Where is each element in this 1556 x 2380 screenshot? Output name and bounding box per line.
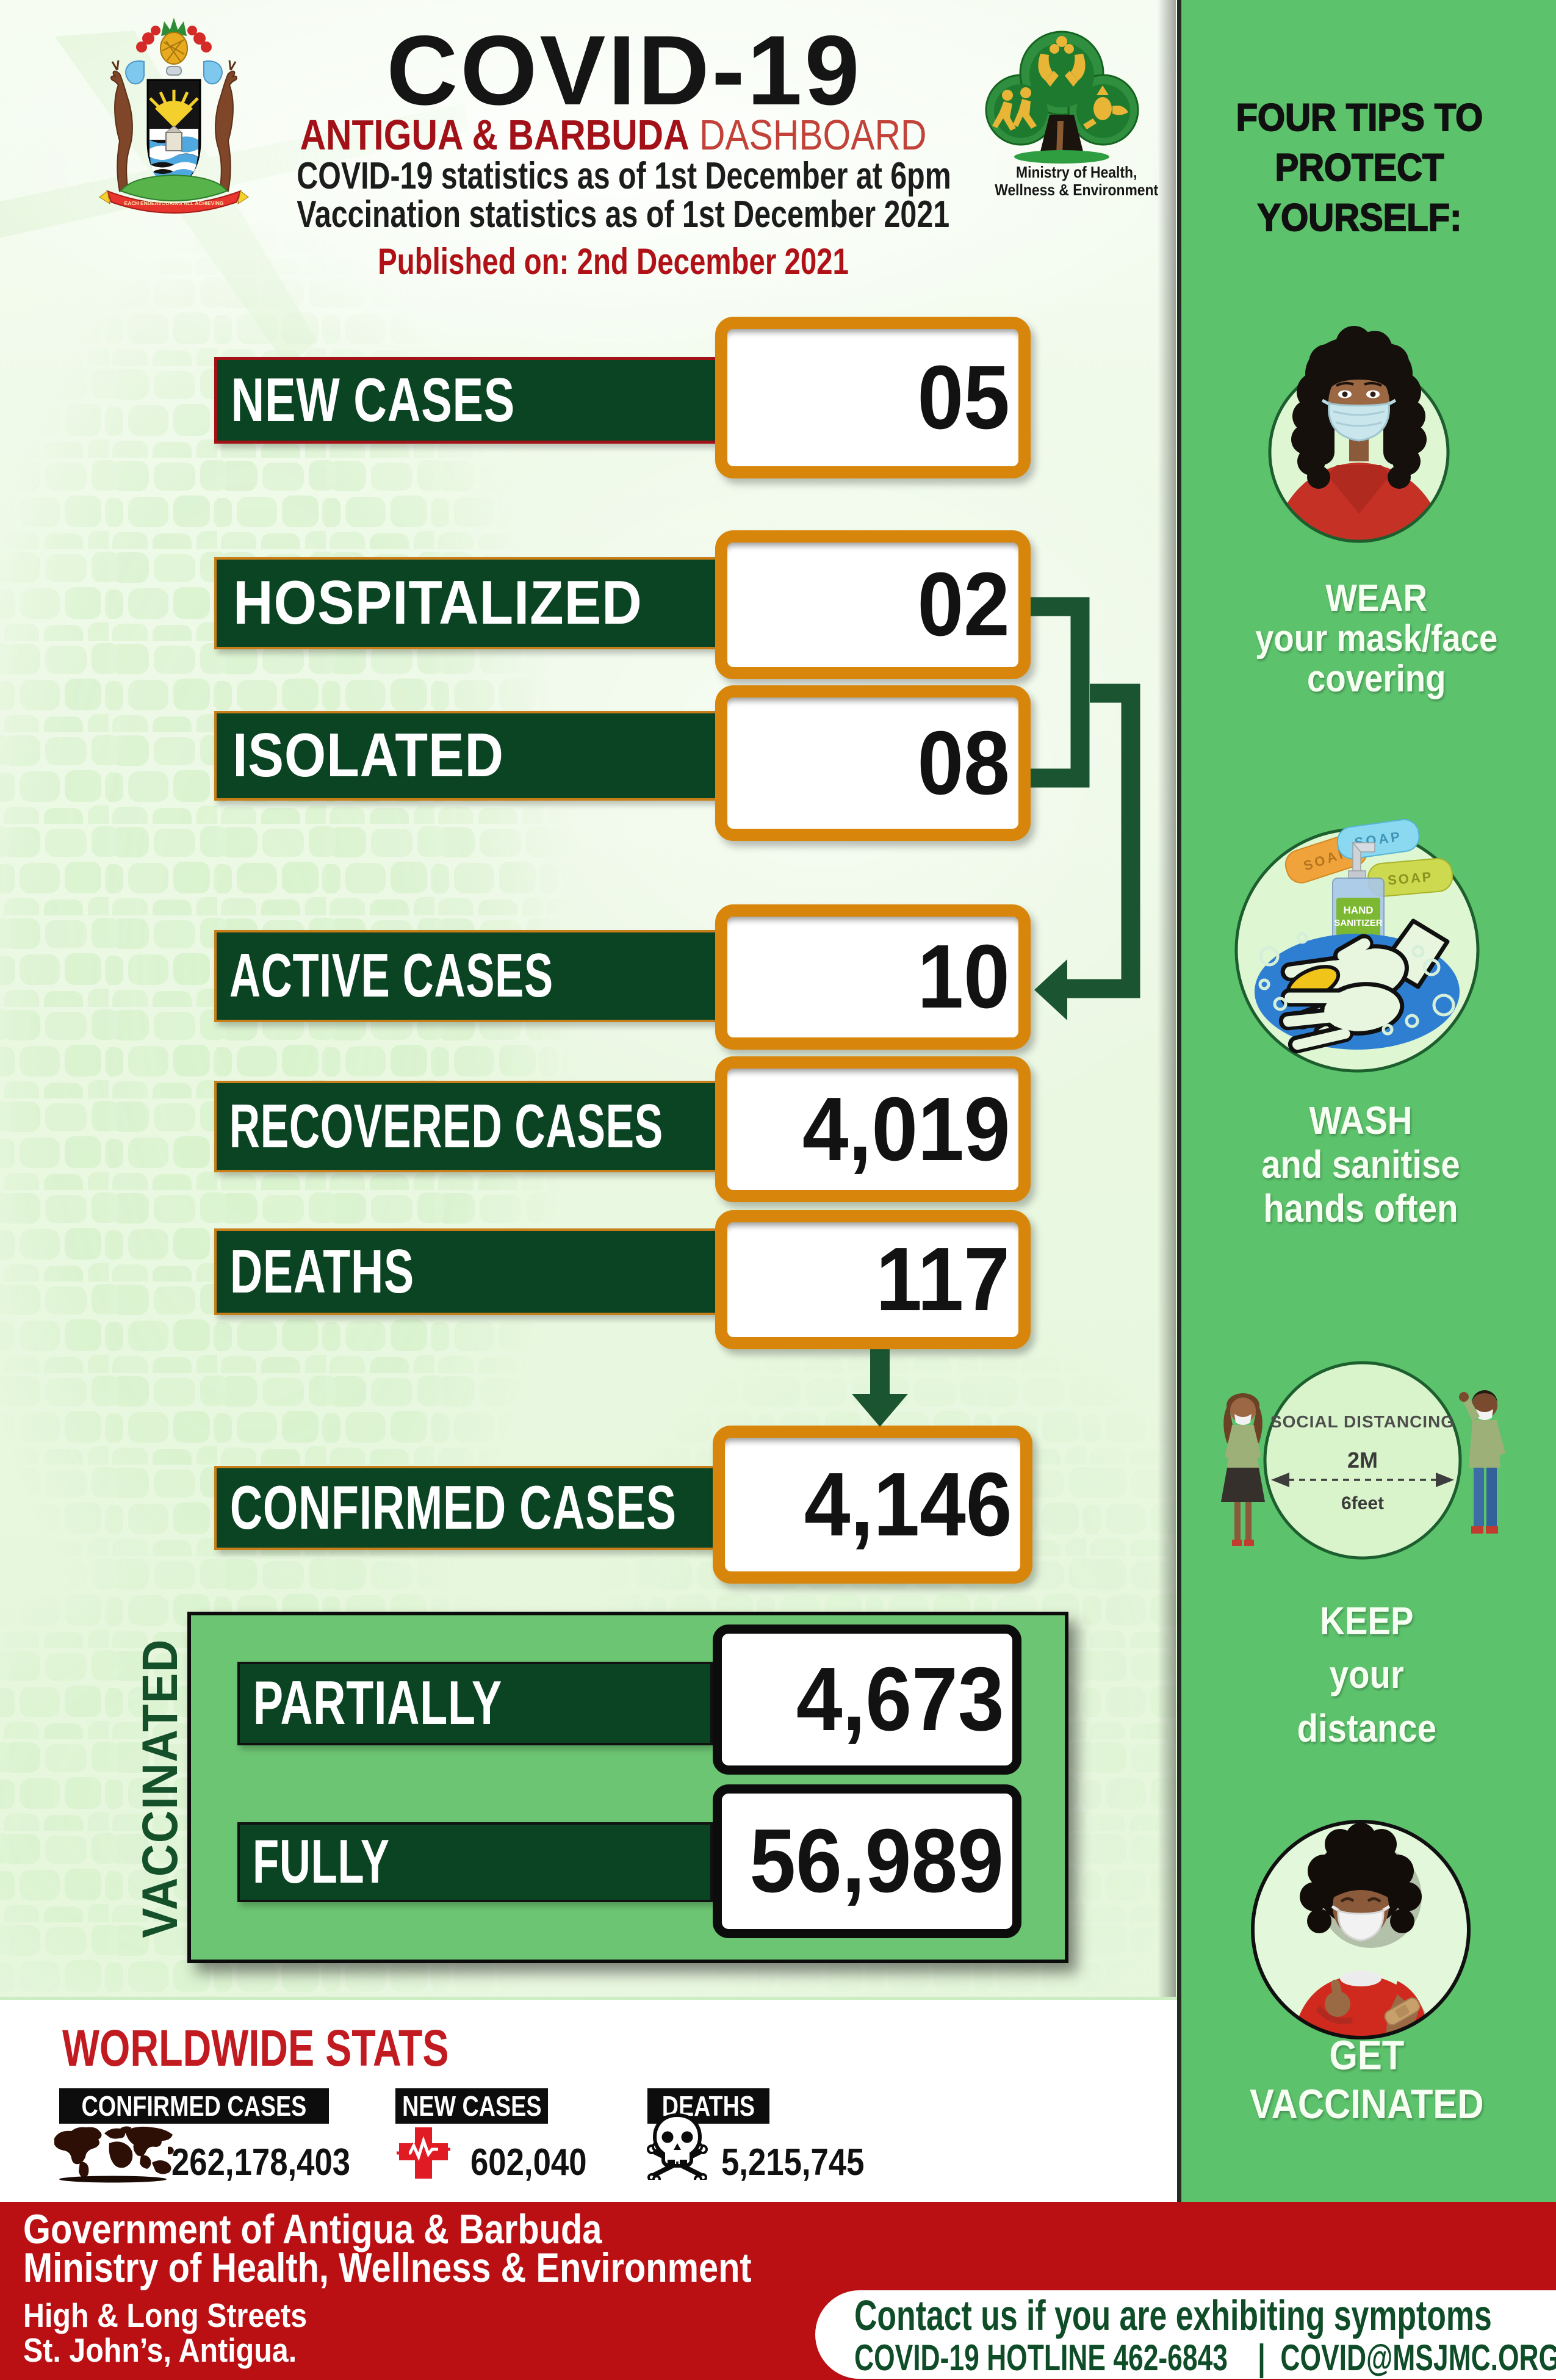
svg-text:SOCIAL DISTANCING: SOCIAL DISTANCING (1270, 1412, 1455, 1431)
svg-text:HAND: HAND (1343, 904, 1373, 916)
svg-text:EACH ENDEAVOURING ALL ACHIEVIN: EACH ENDEAVOURING ALL ACHIEVING (124, 200, 224, 206)
svg-text:2M: 2M (1347, 1448, 1378, 1473)
svg-text:SANITIZER: SANITIZER (1334, 918, 1382, 928)
svg-text:6feet: 6feet (1341, 1493, 1384, 1513)
